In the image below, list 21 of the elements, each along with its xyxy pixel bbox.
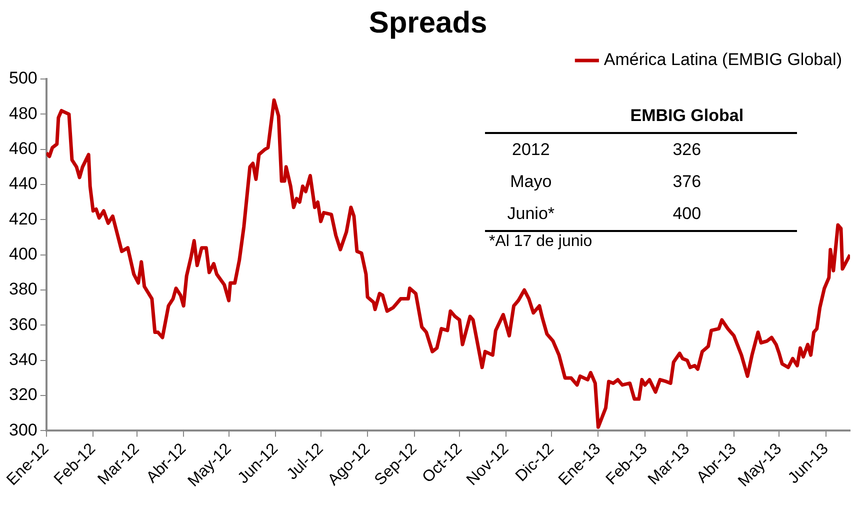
y-tick-label: 380: [8, 280, 38, 299]
y-tick-label: 440: [8, 174, 38, 194]
y-tick-label: 480: [8, 104, 38, 123]
annotation: EMBIG Global: [576, 100, 797, 133]
y-tick-label: 500: [8, 68, 38, 88]
y-tick-label: 460: [8, 139, 38, 158]
y-tick-label: 400: [8, 244, 38, 264]
y-tick-label: 300: [8, 420, 38, 440]
chart-title: Spreads: [368, 6, 488, 40]
y-tick-label: 340: [8, 350, 38, 370]
annotation: 400: [576, 198, 797, 231]
y-tick-label: 360: [8, 314, 38, 334]
annotation: Mayo: [509, 171, 553, 193]
annotation: 2012: [510, 139, 551, 161]
legend-label: América Latina (EMBIG Global): [604, 50, 842, 70]
annotation: 376: [672, 171, 702, 193]
y-tick-label: 320: [8, 385, 38, 404]
annotation: *Al 17 de junio: [488, 233, 594, 251]
y-tick-label: 420: [8, 209, 38, 228]
annotation: Junio*: [485, 198, 577, 231]
annotation: 326: [672, 139, 702, 161]
